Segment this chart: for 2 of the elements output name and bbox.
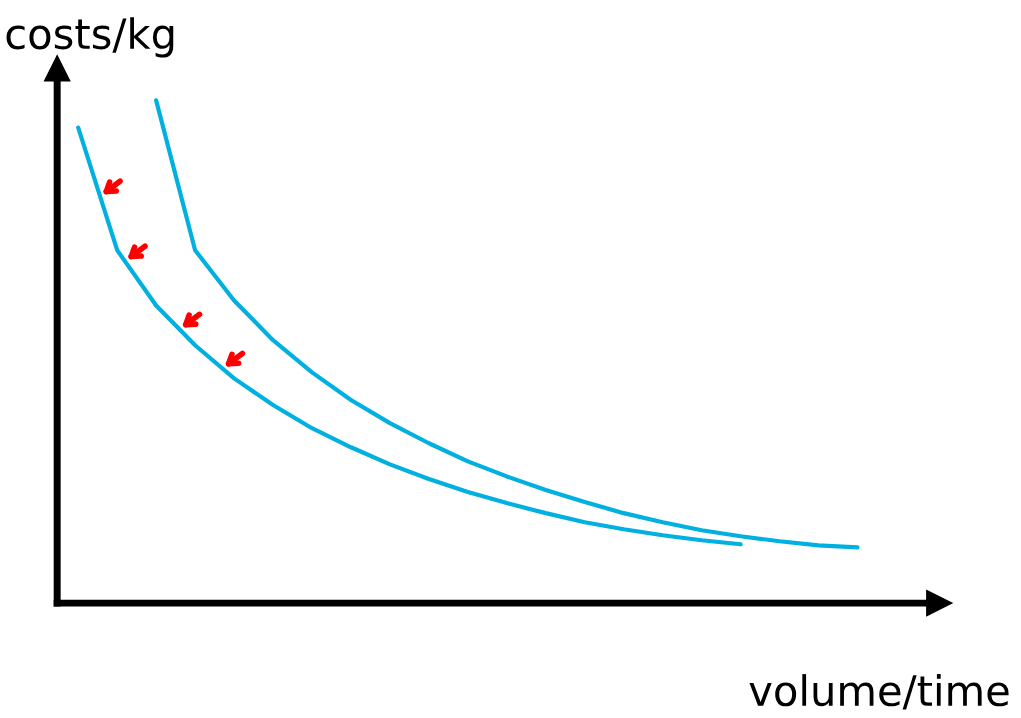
x-axis-title: volume/time — [749, 674, 1009, 710]
y-axis-title: costs/kg — [6, 17, 174, 58]
